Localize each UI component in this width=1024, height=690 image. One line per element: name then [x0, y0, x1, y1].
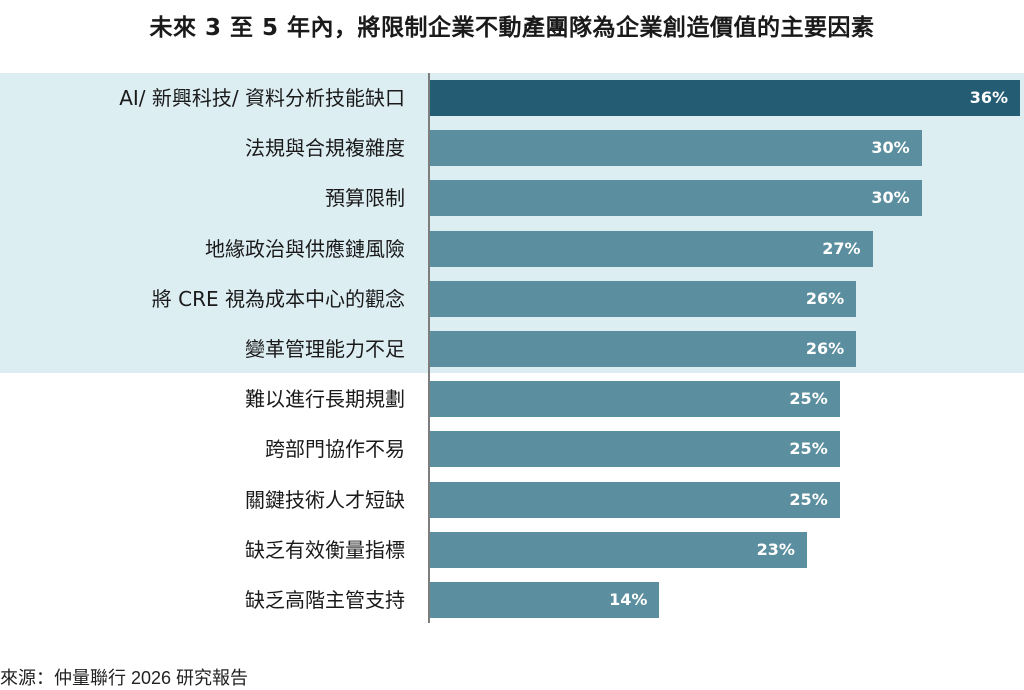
- category-label: 預算限制: [325, 186, 405, 211]
- category-label: AI/ 新興科技/ 資料分析技能缺口: [119, 86, 405, 110]
- bar: 25%: [430, 381, 840, 418]
- bar-value-label: 25%: [789, 489, 828, 509]
- bar: 30%: [430, 180, 922, 217]
- bar-value-label: 36%: [969, 88, 1008, 107]
- bar: 25%: [430, 481, 840, 518]
- category-label: 缺乏高階主管支持: [245, 588, 405, 612]
- category-label: 難以進行長期規劃: [245, 387, 405, 412]
- bar-value-label: 30%: [871, 138, 910, 158]
- bar-value-label: 25%: [789, 439, 828, 459]
- bar: 25%: [430, 431, 840, 468]
- bar-value-label: 26%: [805, 339, 845, 358]
- bar: 36%: [430, 80, 1020, 116]
- bar-value-label: 27%: [822, 238, 861, 258]
- bar: 27%: [430, 230, 873, 267]
- bar: 30%: [430, 130, 922, 167]
- category-label: 關鍵技術人才短缺: [245, 487, 405, 512]
- highlight-band: [0, 73, 1024, 373]
- category-label: 變革管理能力不足: [245, 337, 405, 361]
- bar-value-label: 30%: [871, 188, 910, 208]
- category-label: 地緣政治與供應鏈風險: [205, 236, 405, 261]
- bar-value-label: 25%: [789, 389, 828, 409]
- bar-value-label: 26%: [805, 288, 845, 308]
- source-note: 來源：仲量聯行 2026 研究報告: [0, 668, 249, 688]
- chart-title: 未來 3 至 5 年內，將限制企業不動產團隊為企業創造價值的主要因素: [149, 15, 875, 41]
- bar-value-label: 14%: [609, 590, 648, 609]
- category-label: 將 CRE 視為成本中心的觀念: [151, 286, 405, 311]
- category-label: 跨部門協作不易: [265, 437, 405, 462]
- bar: 26%: [430, 280, 857, 317]
- bar: 26%: [430, 331, 857, 367]
- bar: 14%: [430, 582, 660, 618]
- bar-value-label: 23%: [756, 539, 795, 559]
- category-axis-line: [428, 73, 430, 623]
- bar: 23%: [430, 531, 807, 568]
- category-label: 法規與合規複雜度: [245, 136, 405, 161]
- category-label: 缺乏有效衡量指標: [245, 537, 405, 562]
